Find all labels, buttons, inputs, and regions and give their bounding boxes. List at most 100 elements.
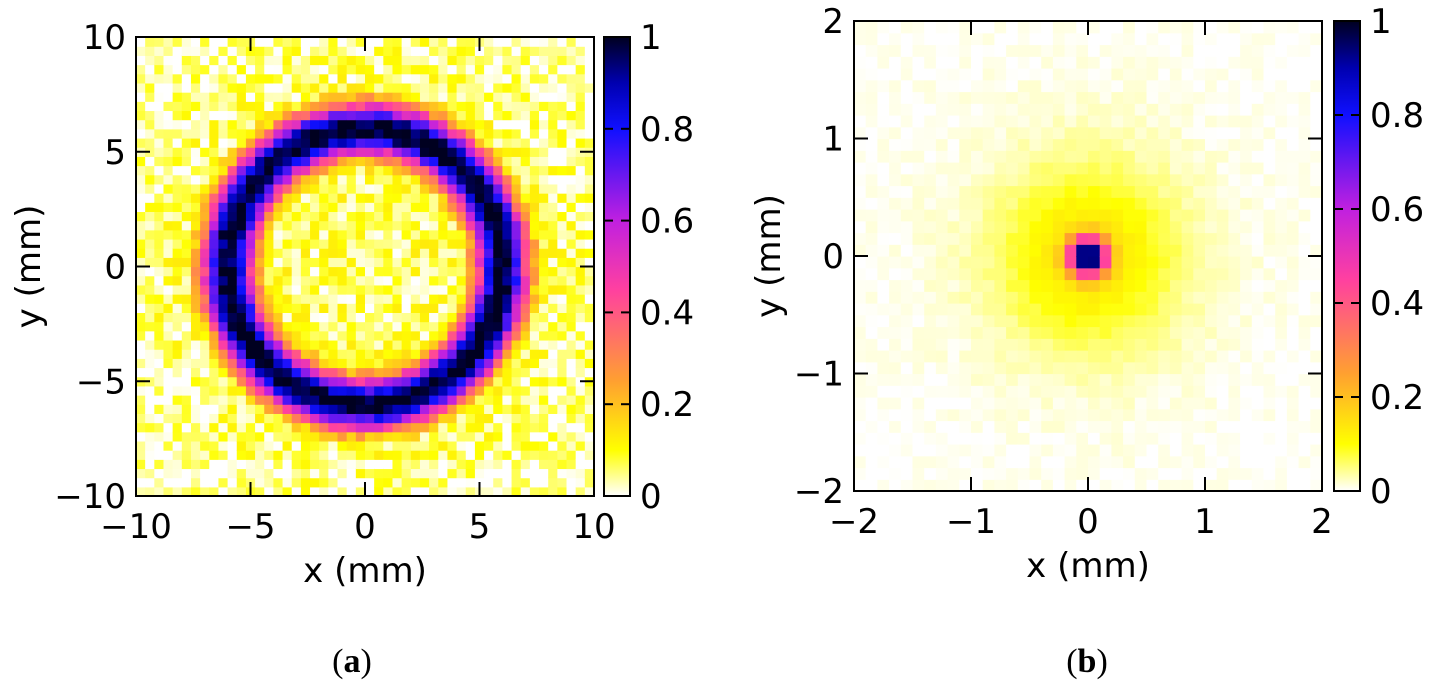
heatmap-cell — [1099, 103, 1112, 116]
heatmap-cell — [520, 395, 531, 405]
heatmap-cell — [447, 422, 458, 433]
heatmap-cell — [1052, 44, 1066, 57]
heatmap-cell — [410, 92, 421, 102]
heatmap-cell — [419, 275, 430, 286]
heatmap-cell — [971, 256, 984, 269]
heatmap-cell — [566, 431, 577, 442]
heatmap-cell — [383, 64, 394, 75]
heatmap-cell — [1298, 444, 1311, 457]
heatmap-cell — [1029, 267, 1042, 281]
heatmap-cell — [291, 266, 302, 277]
heatmap-cell — [447, 229, 458, 240]
heatmap-cell — [328, 376, 339, 387]
heatmap-cell — [291, 248, 302, 258]
heatmap-cell — [539, 321, 549, 332]
heatmap-cell — [163, 358, 174, 369]
heatmap-cell — [539, 339, 549, 350]
heatmap-cell — [154, 248, 165, 258]
heatmap-cell — [1041, 467, 1054, 480]
heatmap-cell — [337, 358, 348, 369]
heatmap-cell — [264, 404, 274, 414]
heatmap-cell — [429, 404, 439, 414]
heatmap-cell — [502, 229, 513, 240]
heatmap-cell — [163, 303, 174, 313]
heatmap-cell — [328, 330, 339, 341]
heatmap-cell — [575, 193, 586, 203]
heatmap-cell — [355, 431, 366, 442]
heatmap-cell — [1111, 232, 1124, 245]
heatmap-cell — [889, 173, 902, 187]
heatmap-cell — [1111, 32, 1124, 46]
heatmap-cell — [1181, 385, 1194, 398]
heatmap-cell — [548, 64, 558, 75]
heatmap-cell — [190, 238, 201, 249]
heatmap-cell — [529, 477, 540, 488]
heatmap-cell — [328, 477, 339, 488]
heatmap-cell — [1205, 197, 1218, 210]
heatmap-cell — [959, 267, 972, 281]
heatmap-cell — [474, 303, 485, 313]
heatmap-cell — [1216, 232, 1229, 245]
heatmap-cell — [971, 479, 984, 492]
y-tick-label: 1 — [822, 120, 844, 160]
heatmap-cell — [1228, 220, 1241, 234]
heatmap-cell — [1029, 314, 1042, 328]
heatmap-cell — [310, 275, 320, 286]
heatmap-cell — [877, 32, 890, 46]
heatmap-cell — [854, 467, 867, 480]
heatmap-cell — [877, 185, 890, 198]
heatmap-cell — [539, 486, 549, 497]
heatmap-cell — [282, 330, 293, 341]
heatmap-cell — [374, 339, 384, 350]
heatmap-cell — [163, 321, 174, 332]
heatmap-cell — [1228, 44, 1241, 57]
heatmap-cell — [947, 220, 960, 234]
heatmap-cell — [493, 486, 503, 497]
heatmap-cell — [429, 422, 439, 433]
heatmap-cell — [493, 229, 503, 240]
heatmap-cell — [1111, 138, 1124, 151]
heatmap-cell — [300, 486, 311, 497]
heatmap-cell — [429, 73, 439, 84]
heatmap-cell — [1052, 279, 1066, 292]
heatmap-cell — [1076, 455, 1089, 469]
heatmap-cell — [1298, 326, 1311, 339]
heatmap-cell — [181, 229, 192, 240]
heatmap-cell — [264, 385, 274, 396]
heatmap-cell — [181, 303, 192, 313]
heatmap-cell — [337, 174, 348, 185]
heatmap-cell — [584, 137, 595, 148]
heatmap-cell — [172, 367, 183, 378]
heatmap-cell — [566, 450, 577, 460]
heatmap-cell — [154, 486, 165, 497]
heatmap-cell — [209, 303, 220, 313]
heatmap-cell — [1158, 432, 1171, 445]
heatmap-cell — [374, 128, 384, 139]
heatmap-cell — [539, 349, 549, 359]
heatmap-cell — [854, 209, 867, 222]
heatmap-cell — [1205, 291, 1218, 304]
heatmap-cell — [1099, 350, 1112, 363]
heatmap-cell — [383, 294, 394, 304]
heatmap-cell — [218, 147, 229, 157]
heatmap-cell — [1123, 361, 1136, 375]
heatmap-cell — [1029, 397, 1042, 410]
heatmap-cell — [392, 165, 403, 176]
heatmap-cell — [218, 119, 229, 130]
heatmap-cell — [1076, 232, 1089, 245]
heatmap-cell — [300, 119, 311, 130]
heatmap-cell — [1286, 361, 1300, 375]
heatmap-cell — [383, 468, 394, 479]
heatmap-cell — [520, 229, 531, 240]
heatmap-cell — [319, 46, 329, 56]
heatmap-cell — [484, 404, 494, 414]
heatmap-cell — [1158, 173, 1171, 187]
heatmap-cell — [865, 455, 878, 469]
heatmap-cell — [520, 422, 531, 433]
heatmap-cell — [529, 404, 540, 414]
heatmap-cell — [1111, 173, 1124, 187]
heatmap-cell — [502, 82, 513, 93]
heatmap-cell — [300, 110, 311, 121]
heatmap-cell — [947, 162, 960, 175]
heatmap-cell — [935, 373, 949, 386]
